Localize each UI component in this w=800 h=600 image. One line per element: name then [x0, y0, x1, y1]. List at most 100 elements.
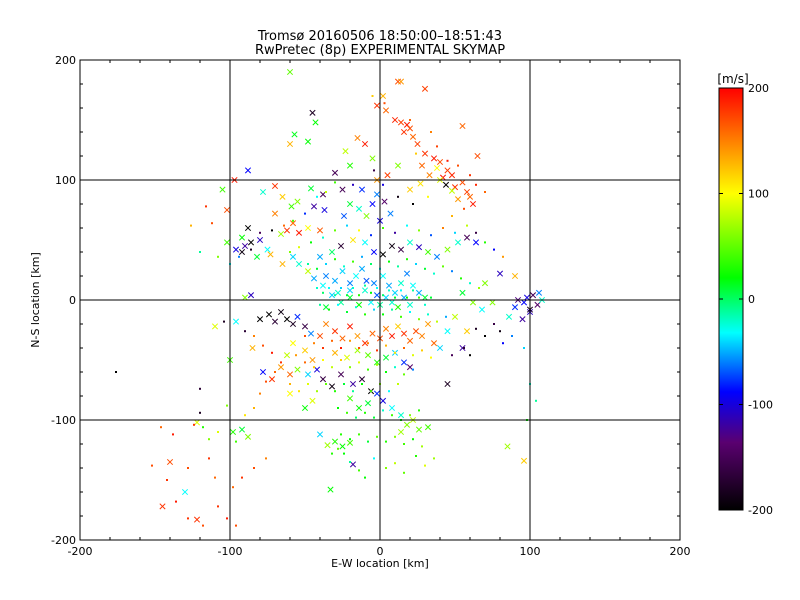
data-point-dot	[172, 433, 174, 436]
data-point-x	[448, 172, 456, 179]
data-point-x	[463, 234, 471, 241]
data-point-x	[496, 270, 504, 277]
data-point-x	[421, 150, 429, 157]
data-point-dot	[418, 409, 420, 412]
data-point-dot	[469, 282, 471, 285]
data-point-dot	[460, 277, 462, 280]
data-point-dot	[484, 241, 486, 244]
data-point-dot	[334, 181, 336, 184]
data-point-x	[397, 246, 405, 253]
data-point-dot	[358, 347, 360, 349]
data-point-x	[397, 412, 405, 419]
data-point-dot	[292, 219, 294, 222]
data-point-x	[373, 390, 381, 397]
data-point-dot	[412, 354, 414, 357]
data-point-dot	[199, 411, 201, 414]
data-point-dot	[394, 366, 396, 369]
data-point-dot	[385, 440, 387, 443]
data-point-x	[309, 109, 316, 116]
data-point-x	[394, 162, 402, 169]
data-point-dot	[385, 344, 387, 347]
data-point-dot	[436, 145, 438, 148]
data-point-x	[346, 294, 354, 301]
data-point-dot	[259, 392, 261, 395]
data-point-x	[388, 332, 396, 340]
data-point-dot	[265, 380, 267, 383]
data-point-x	[406, 125, 414, 132]
data-point-dot	[430, 356, 432, 359]
data-point-dot	[421, 349, 423, 352]
data-point-dot	[283, 224, 285, 227]
data-point-x	[286, 371, 294, 378]
data-point-dot	[307, 263, 309, 265]
data-point-x	[384, 172, 391, 179]
y-tick-label: 200	[55, 54, 76, 67]
data-point-x	[319, 282, 327, 289]
data-point-dot	[331, 366, 333, 369]
data-point-x	[313, 366, 321, 373]
data-point-dot	[322, 236, 324, 239]
y-axis-label: N-S location [km]	[29, 252, 42, 348]
data-point-dot	[409, 311, 411, 313]
data-point-dot	[352, 390, 354, 393]
data-point-x	[283, 227, 291, 234]
data-point-x	[324, 442, 331, 449]
y-tick-label: 0	[69, 294, 76, 307]
data-point-x	[369, 155, 376, 162]
data-point-dot	[328, 287, 330, 289]
data-point-dot	[358, 361, 360, 364]
data-point-x	[241, 294, 249, 301]
data-point-dot	[250, 248, 252, 251]
data-point-x	[249, 344, 256, 352]
data-point-x	[388, 242, 396, 250]
data-point-x	[337, 299, 345, 306]
data-point-dot	[364, 476, 366, 479]
data-point-dot	[253, 407, 255, 409]
data-point-x	[415, 244, 423, 251]
data-point-dot	[217, 431, 219, 433]
data-point-dot	[355, 416, 357, 419]
data-point-dot	[427, 195, 429, 198]
data-point-dot	[403, 373, 405, 376]
data-point-x	[444, 380, 451, 388]
data-point-x	[328, 248, 336, 256]
data-point-x	[328, 292, 336, 299]
data-point-x	[424, 248, 432, 256]
data-point-x	[417, 180, 424, 187]
data-point-x	[426, 172, 433, 179]
data-point-dot	[214, 476, 216, 479]
data-point-dot	[193, 423, 195, 426]
data-point-x	[349, 461, 357, 468]
data-point-x	[337, 371, 345, 378]
data-point-dot	[364, 284, 366, 287]
data-point-dot	[400, 289, 402, 292]
data-point-dot	[367, 342, 369, 345]
data-point-x	[346, 280, 354, 287]
data-point-x	[414, 140, 421, 148]
data-point-x	[277, 308, 285, 316]
data-point-dot	[370, 263, 372, 265]
data-point-x	[271, 318, 279, 325]
data-point-dot	[412, 289, 414, 292]
data-point-x	[349, 380, 357, 388]
data-point-x	[346, 162, 354, 169]
data-point-x	[312, 119, 319, 126]
data-point-x	[406, 364, 414, 371]
data-point-dot	[349, 366, 351, 369]
x-tick-label: 100	[520, 545, 541, 558]
data-point-x	[259, 188, 267, 196]
data-point-dot	[337, 303, 339, 306]
y-tick-label: 100	[55, 174, 76, 187]
data-point-x	[277, 230, 285, 238]
data-point-x	[382, 294, 390, 301]
data-point-x	[358, 376, 366, 383]
data-point-x	[304, 371, 312, 378]
data-point-x	[412, 328, 420, 335]
data-point-dot	[412, 438, 414, 441]
data-point-dot	[412, 368, 414, 371]
data-point-x	[397, 280, 405, 287]
data-point-x	[322, 304, 330, 311]
y-tick-label: -100	[51, 414, 76, 427]
data-point-dot	[403, 471, 405, 474]
data-point-x	[268, 376, 276, 383]
